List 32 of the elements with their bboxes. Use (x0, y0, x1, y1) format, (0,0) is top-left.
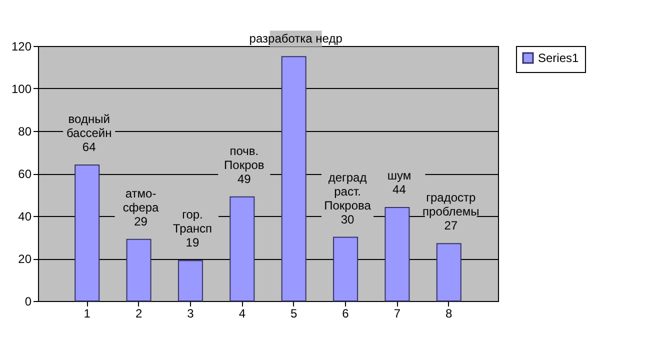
bar (384, 207, 410, 302)
x-tick-label: 6 (342, 306, 350, 320)
text: атмо- сфера 29 (122, 186, 159, 228)
bar (74, 164, 100, 302)
x-tick-label: 1 (84, 306, 91, 320)
y-tick-label: 100 (11, 82, 32, 96)
x-tick-label: 8 (446, 306, 453, 320)
x-tick-label: 7 (394, 306, 401, 320)
y-tick-label: 40 (18, 210, 32, 224)
bar (333, 236, 358, 302)
text: градостр проблемы 27 (422, 190, 480, 233)
y-tick-label: 80 (18, 124, 32, 138)
bar (230, 196, 255, 302)
bar (126, 238, 152, 302)
y-tick-label: 120 (11, 40, 32, 54)
x-tick-label: 4 (238, 306, 246, 320)
bar (281, 56, 306, 302)
x-tick-label: 2 (135, 306, 142, 320)
text: почв. Покров 49 (224, 144, 264, 186)
x-tick-label: 5 (290, 306, 298, 320)
text: гор. Трансп 19 (172, 208, 212, 250)
bar (178, 260, 203, 302)
text: деград раст. Покрова 30 (324, 170, 371, 226)
legend-label: Series1 (538, 51, 580, 65)
y-tick-label: 60 (18, 167, 32, 181)
y-tick-label: 0 (24, 294, 32, 308)
x-tick-label: 3 (187, 306, 194, 320)
bar (436, 243, 462, 302)
y-tick-label: 20 (18, 252, 32, 266)
text: шум 44 (387, 168, 412, 196)
text: водный бассейн 64 (66, 112, 112, 154)
text: разработка недр (249, 32, 342, 46)
